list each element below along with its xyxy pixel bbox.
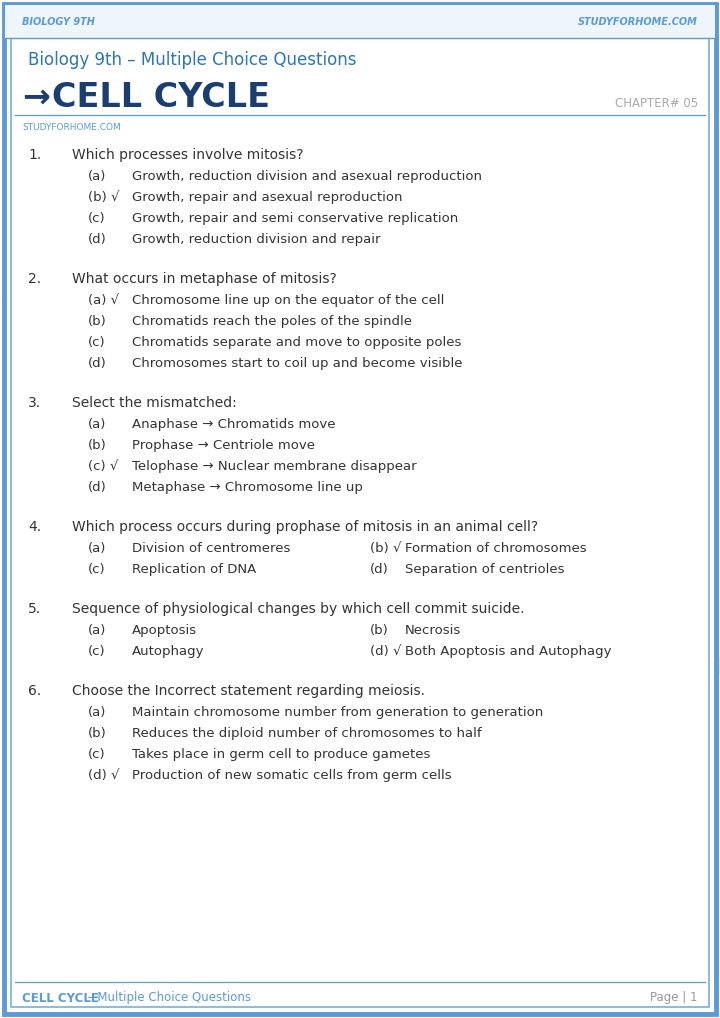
Text: Choose the Incorrect statement regarding meiosis.: Choose the Incorrect statement regarding… — [72, 684, 425, 698]
Text: (a): (a) — [88, 542, 107, 555]
Text: (b) √: (b) √ — [88, 191, 120, 204]
Text: CELL CYCLE: CELL CYCLE — [52, 80, 270, 113]
Text: (a): (a) — [88, 706, 107, 719]
Text: Both Apoptosis and Autophagy: Both Apoptosis and Autophagy — [405, 645, 611, 658]
Text: (d): (d) — [88, 357, 107, 370]
Text: Apoptosis: Apoptosis — [132, 624, 197, 637]
Text: (d) √: (d) √ — [370, 645, 402, 658]
Text: Chromosome line up on the equator of the cell: Chromosome line up on the equator of the… — [132, 294, 444, 307]
Bar — [5, 5, 715, 38]
Text: (b): (b) — [88, 315, 107, 328]
Text: Maintain chromosome number from generation to generation: Maintain chromosome number from generati… — [132, 706, 544, 719]
Text: (c): (c) — [88, 748, 106, 761]
Text: (c): (c) — [88, 645, 106, 658]
Text: Production of new somatic cells from germ cells: Production of new somatic cells from ger… — [132, 769, 451, 782]
Text: (a): (a) — [88, 624, 107, 637]
Text: (c) √: (c) √ — [88, 460, 118, 473]
Text: Sequence of physiological changes by which cell commit suicide.: Sequence of physiological changes by whi… — [72, 602, 524, 616]
Text: Which processes involve mitosis?: Which processes involve mitosis? — [72, 148, 304, 162]
Text: (b): (b) — [88, 727, 107, 740]
Text: Chromosomes start to coil up and become visible: Chromosomes start to coil up and become … — [132, 357, 462, 370]
Text: 5.: 5. — [28, 602, 41, 616]
Text: 2.: 2. — [28, 272, 41, 286]
Text: What occurs in metaphase of mitosis?: What occurs in metaphase of mitosis? — [72, 272, 337, 286]
Text: Chromatids separate and move to opposite poles: Chromatids separate and move to opposite… — [132, 336, 462, 349]
Text: 3.: 3. — [28, 396, 41, 410]
Text: CELL CYCLE: CELL CYCLE — [22, 992, 99, 1005]
Text: Separation of centrioles: Separation of centrioles — [405, 563, 564, 576]
Text: STUDYFORHOME.COM: STUDYFORHOME.COM — [578, 17, 698, 27]
Text: STUDYFORHOME.COM: STUDYFORHOME.COM — [22, 122, 121, 131]
Text: Autophagy: Autophagy — [132, 645, 204, 658]
Text: Reduces the diploid number of chromosomes to half: Reduces the diploid number of chromosome… — [132, 727, 482, 740]
Text: (d): (d) — [370, 563, 389, 576]
Text: Metaphase → Chromosome line up: Metaphase → Chromosome line up — [132, 480, 363, 494]
Text: Chromatids reach the poles of the spindle: Chromatids reach the poles of the spindl… — [132, 315, 412, 328]
Text: Prophase → Centriole move: Prophase → Centriole move — [132, 439, 315, 452]
Text: (a): (a) — [88, 418, 107, 431]
Text: (d): (d) — [88, 480, 107, 494]
Text: Formation of chromosomes: Formation of chromosomes — [405, 542, 587, 555]
Text: Growth, reduction division and repair: Growth, reduction division and repair — [132, 233, 380, 246]
Text: Anaphase → Chromatids move: Anaphase → Chromatids move — [132, 418, 336, 431]
Text: Growth, reduction division and asexual reproduction: Growth, reduction division and asexual r… — [132, 170, 482, 183]
Text: Division of centromeres: Division of centromeres — [132, 542, 290, 555]
Text: (c): (c) — [88, 212, 106, 225]
Text: (c): (c) — [88, 336, 106, 349]
Text: (b): (b) — [370, 624, 389, 637]
Text: Select the mismatched:: Select the mismatched: — [72, 396, 237, 410]
Text: (a): (a) — [88, 170, 107, 183]
Text: →: → — [22, 80, 50, 113]
Text: 4.: 4. — [28, 520, 41, 534]
Text: (a) √: (a) √ — [88, 294, 119, 307]
Text: Necrosis: Necrosis — [405, 624, 462, 637]
Text: (d) √: (d) √ — [88, 769, 120, 782]
Text: Growth, repair and semi conservative replication: Growth, repair and semi conservative rep… — [132, 212, 458, 225]
Text: Page | 1: Page | 1 — [650, 992, 698, 1005]
Text: Telophase → Nuclear membrane disappear: Telophase → Nuclear membrane disappear — [132, 460, 417, 473]
Text: (d): (d) — [88, 233, 107, 246]
Text: – Multiple Choice Questions: – Multiple Choice Questions — [84, 992, 251, 1005]
Text: 6.: 6. — [28, 684, 41, 698]
Text: (c): (c) — [88, 563, 106, 576]
Text: Growth, repair and asexual reproduction: Growth, repair and asexual reproduction — [132, 191, 402, 204]
Text: (b): (b) — [88, 439, 107, 452]
Text: studyforhome.com: studyforhome.com — [0, 240, 720, 740]
Text: Replication of DNA: Replication of DNA — [132, 563, 256, 576]
Text: CHAPTER# 05: CHAPTER# 05 — [615, 97, 698, 110]
Text: BIOLOGY 9TH: BIOLOGY 9TH — [22, 17, 95, 27]
Text: 1.: 1. — [28, 148, 41, 162]
Text: Takes place in germ cell to produce gametes: Takes place in germ cell to produce game… — [132, 748, 431, 761]
Text: Which process occurs during prophase of mitosis in an animal cell?: Which process occurs during prophase of … — [72, 520, 538, 534]
Text: Biology 9th – Multiple Choice Questions: Biology 9th – Multiple Choice Questions — [28, 51, 356, 69]
Text: (b) √: (b) √ — [370, 542, 402, 555]
